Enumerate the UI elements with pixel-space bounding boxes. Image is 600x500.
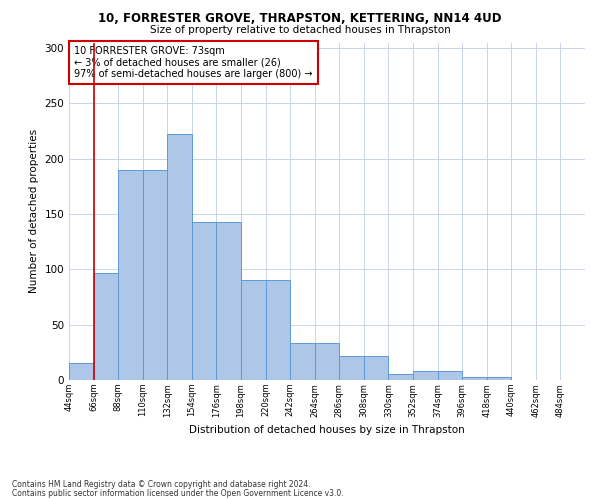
Bar	[167, 134, 192, 380]
Bar	[388, 374, 413, 380]
X-axis label: Distribution of detached houses by size in Thrapston: Distribution of detached houses by size …	[189, 425, 465, 435]
Bar	[487, 376, 511, 380]
Bar	[241, 280, 266, 380]
Text: Contains public sector information licensed under the Open Government Licence v3: Contains public sector information licen…	[12, 488, 344, 498]
Bar	[143, 170, 167, 380]
Text: Contains HM Land Registry data © Crown copyright and database right 2024.: Contains HM Land Registry data © Crown c…	[12, 480, 311, 489]
Bar	[437, 371, 462, 380]
Bar	[364, 356, 388, 380]
Bar	[192, 222, 217, 380]
Bar	[217, 222, 241, 380]
Y-axis label: Number of detached properties: Number of detached properties	[29, 129, 39, 294]
Bar	[118, 170, 143, 380]
Bar	[290, 344, 315, 380]
Text: 10, FORRESTER GROVE, THRAPSTON, KETTERING, NN14 4UD: 10, FORRESTER GROVE, THRAPSTON, KETTERIN…	[98, 12, 502, 26]
Bar	[266, 280, 290, 380]
Bar	[94, 272, 118, 380]
Text: Size of property relative to detached houses in Thrapston: Size of property relative to detached ho…	[149, 25, 451, 35]
Text: 10 FORRESTER GROVE: 73sqm
← 3% of detached houses are smaller (26)
97% of semi-d: 10 FORRESTER GROVE: 73sqm ← 3% of detach…	[74, 46, 313, 79]
Bar	[339, 356, 364, 380]
Bar	[315, 344, 339, 380]
Bar	[413, 371, 437, 380]
Bar	[462, 376, 487, 380]
Bar	[69, 364, 94, 380]
